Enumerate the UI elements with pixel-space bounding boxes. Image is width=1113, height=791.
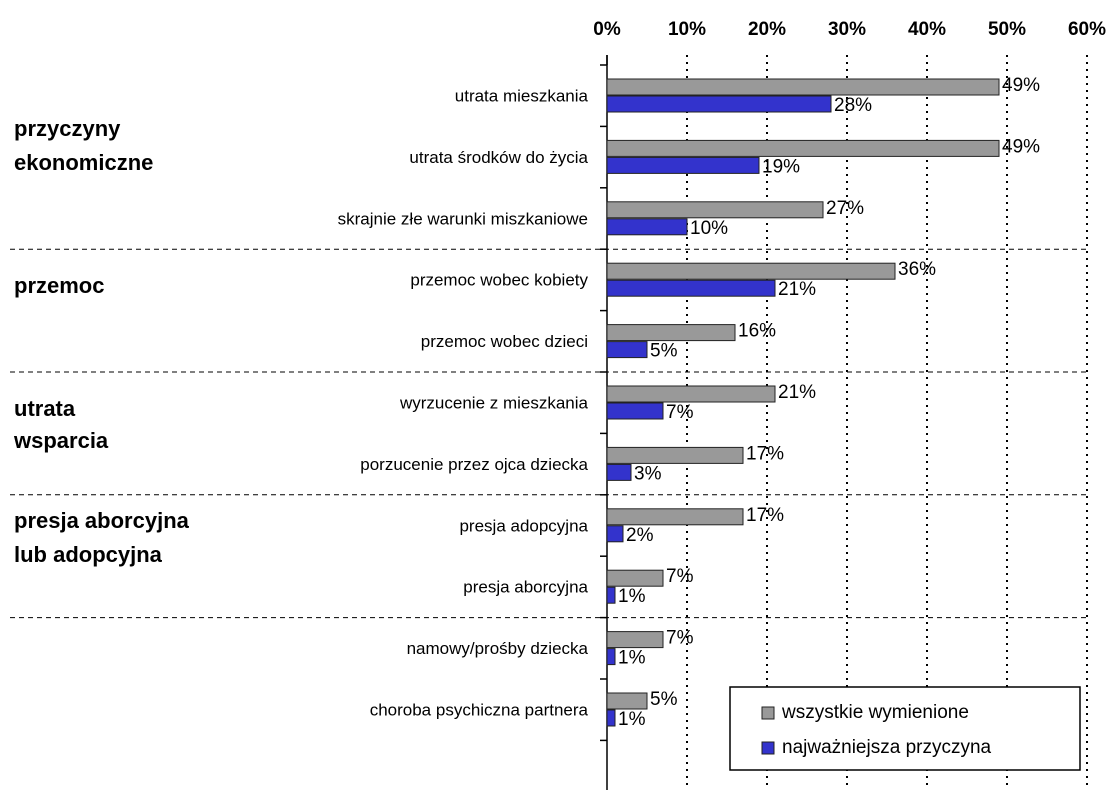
group-label: lub adopcyjna xyxy=(14,542,163,567)
value-label: 27% xyxy=(826,198,864,219)
bar xyxy=(606,78,1000,96)
legend-label: wszystkie wymienione xyxy=(781,702,969,723)
group-label: ekonomiczne xyxy=(14,150,153,175)
legend-swatch xyxy=(761,706,775,720)
x-tick-label: 30% xyxy=(828,19,866,40)
value-label: 28% xyxy=(834,95,872,116)
value-label: 21% xyxy=(778,382,816,403)
group-label: przemoc xyxy=(14,273,104,298)
bar xyxy=(606,463,632,481)
y-tick-label: wyrzucenie z mieszkania xyxy=(399,393,589,412)
group-label: przyczyny xyxy=(14,116,121,141)
y-tick-label: przemoc wobec dzieci xyxy=(421,332,588,351)
x-tick-label: 60% xyxy=(1068,19,1106,40)
bar xyxy=(606,341,648,359)
value-label: 7% xyxy=(666,402,694,423)
y-tick-label: porzucenie przez ojca dziecka xyxy=(360,455,588,474)
value-label: 1% xyxy=(618,648,646,669)
bar xyxy=(606,218,688,236)
bar xyxy=(606,385,776,403)
value-label: 19% xyxy=(762,156,800,177)
value-label: 21% xyxy=(778,279,816,300)
bar xyxy=(606,508,744,526)
bar xyxy=(606,402,664,420)
value-label: 1% xyxy=(618,709,646,730)
y-tick-label: choroba psychiczna partnera xyxy=(370,700,589,719)
value-label: 7% xyxy=(666,628,694,649)
value-label: 2% xyxy=(626,525,654,546)
group-label: utrata xyxy=(14,396,76,421)
value-label: 17% xyxy=(746,505,784,526)
y-tick-label: utrata mieszkania xyxy=(455,86,589,105)
bar xyxy=(606,569,664,587)
bar xyxy=(606,139,1000,157)
bar xyxy=(606,586,616,604)
bar xyxy=(606,692,648,710)
value-label: 3% xyxy=(634,463,662,484)
group-label: presja aborcyjna xyxy=(14,508,190,533)
y-tick-label: namowy/prośby dziecka xyxy=(407,639,589,658)
y-tick-label: presja adopcyjna xyxy=(459,516,588,535)
bar xyxy=(606,201,824,219)
x-tick-label: 40% xyxy=(908,19,946,40)
value-label: 36% xyxy=(898,259,936,280)
bar xyxy=(606,279,776,297)
legend-label: najważniejsza przyczyna xyxy=(782,737,992,758)
value-label: 5% xyxy=(650,341,678,362)
legend-swatch xyxy=(761,741,775,755)
y-tick-label: przemoc wobec kobiety xyxy=(410,271,588,290)
bar xyxy=(606,324,736,342)
bar xyxy=(606,525,624,543)
x-tick-label: 10% xyxy=(668,19,706,40)
x-tick-label: 50% xyxy=(988,19,1026,40)
value-label: 1% xyxy=(618,586,646,607)
value-label: 5% xyxy=(650,689,678,710)
x-tick-label: 20% xyxy=(748,19,786,40)
value-label: 7% xyxy=(666,566,694,587)
bar xyxy=(606,631,664,649)
bar xyxy=(606,446,744,464)
bar xyxy=(606,709,616,727)
bar xyxy=(606,262,896,280)
group-label: wsparcia xyxy=(13,428,109,453)
y-tick-label: utrata środków do życia xyxy=(409,148,588,167)
value-label: 16% xyxy=(738,321,776,342)
value-label: 49% xyxy=(1002,75,1040,96)
x-tick-label: 0% xyxy=(593,19,621,40)
bar xyxy=(606,156,760,174)
y-tick-label: presja aborcyjna xyxy=(463,578,588,597)
value-label: 17% xyxy=(746,443,784,464)
bar xyxy=(606,648,616,666)
bar xyxy=(606,95,832,113)
value-label: 10% xyxy=(690,218,728,239)
legend-box xyxy=(729,686,1081,771)
y-tick-label: skrajnie złe warunki miszkaniowe xyxy=(338,209,588,228)
value-label: 49% xyxy=(1002,136,1040,157)
